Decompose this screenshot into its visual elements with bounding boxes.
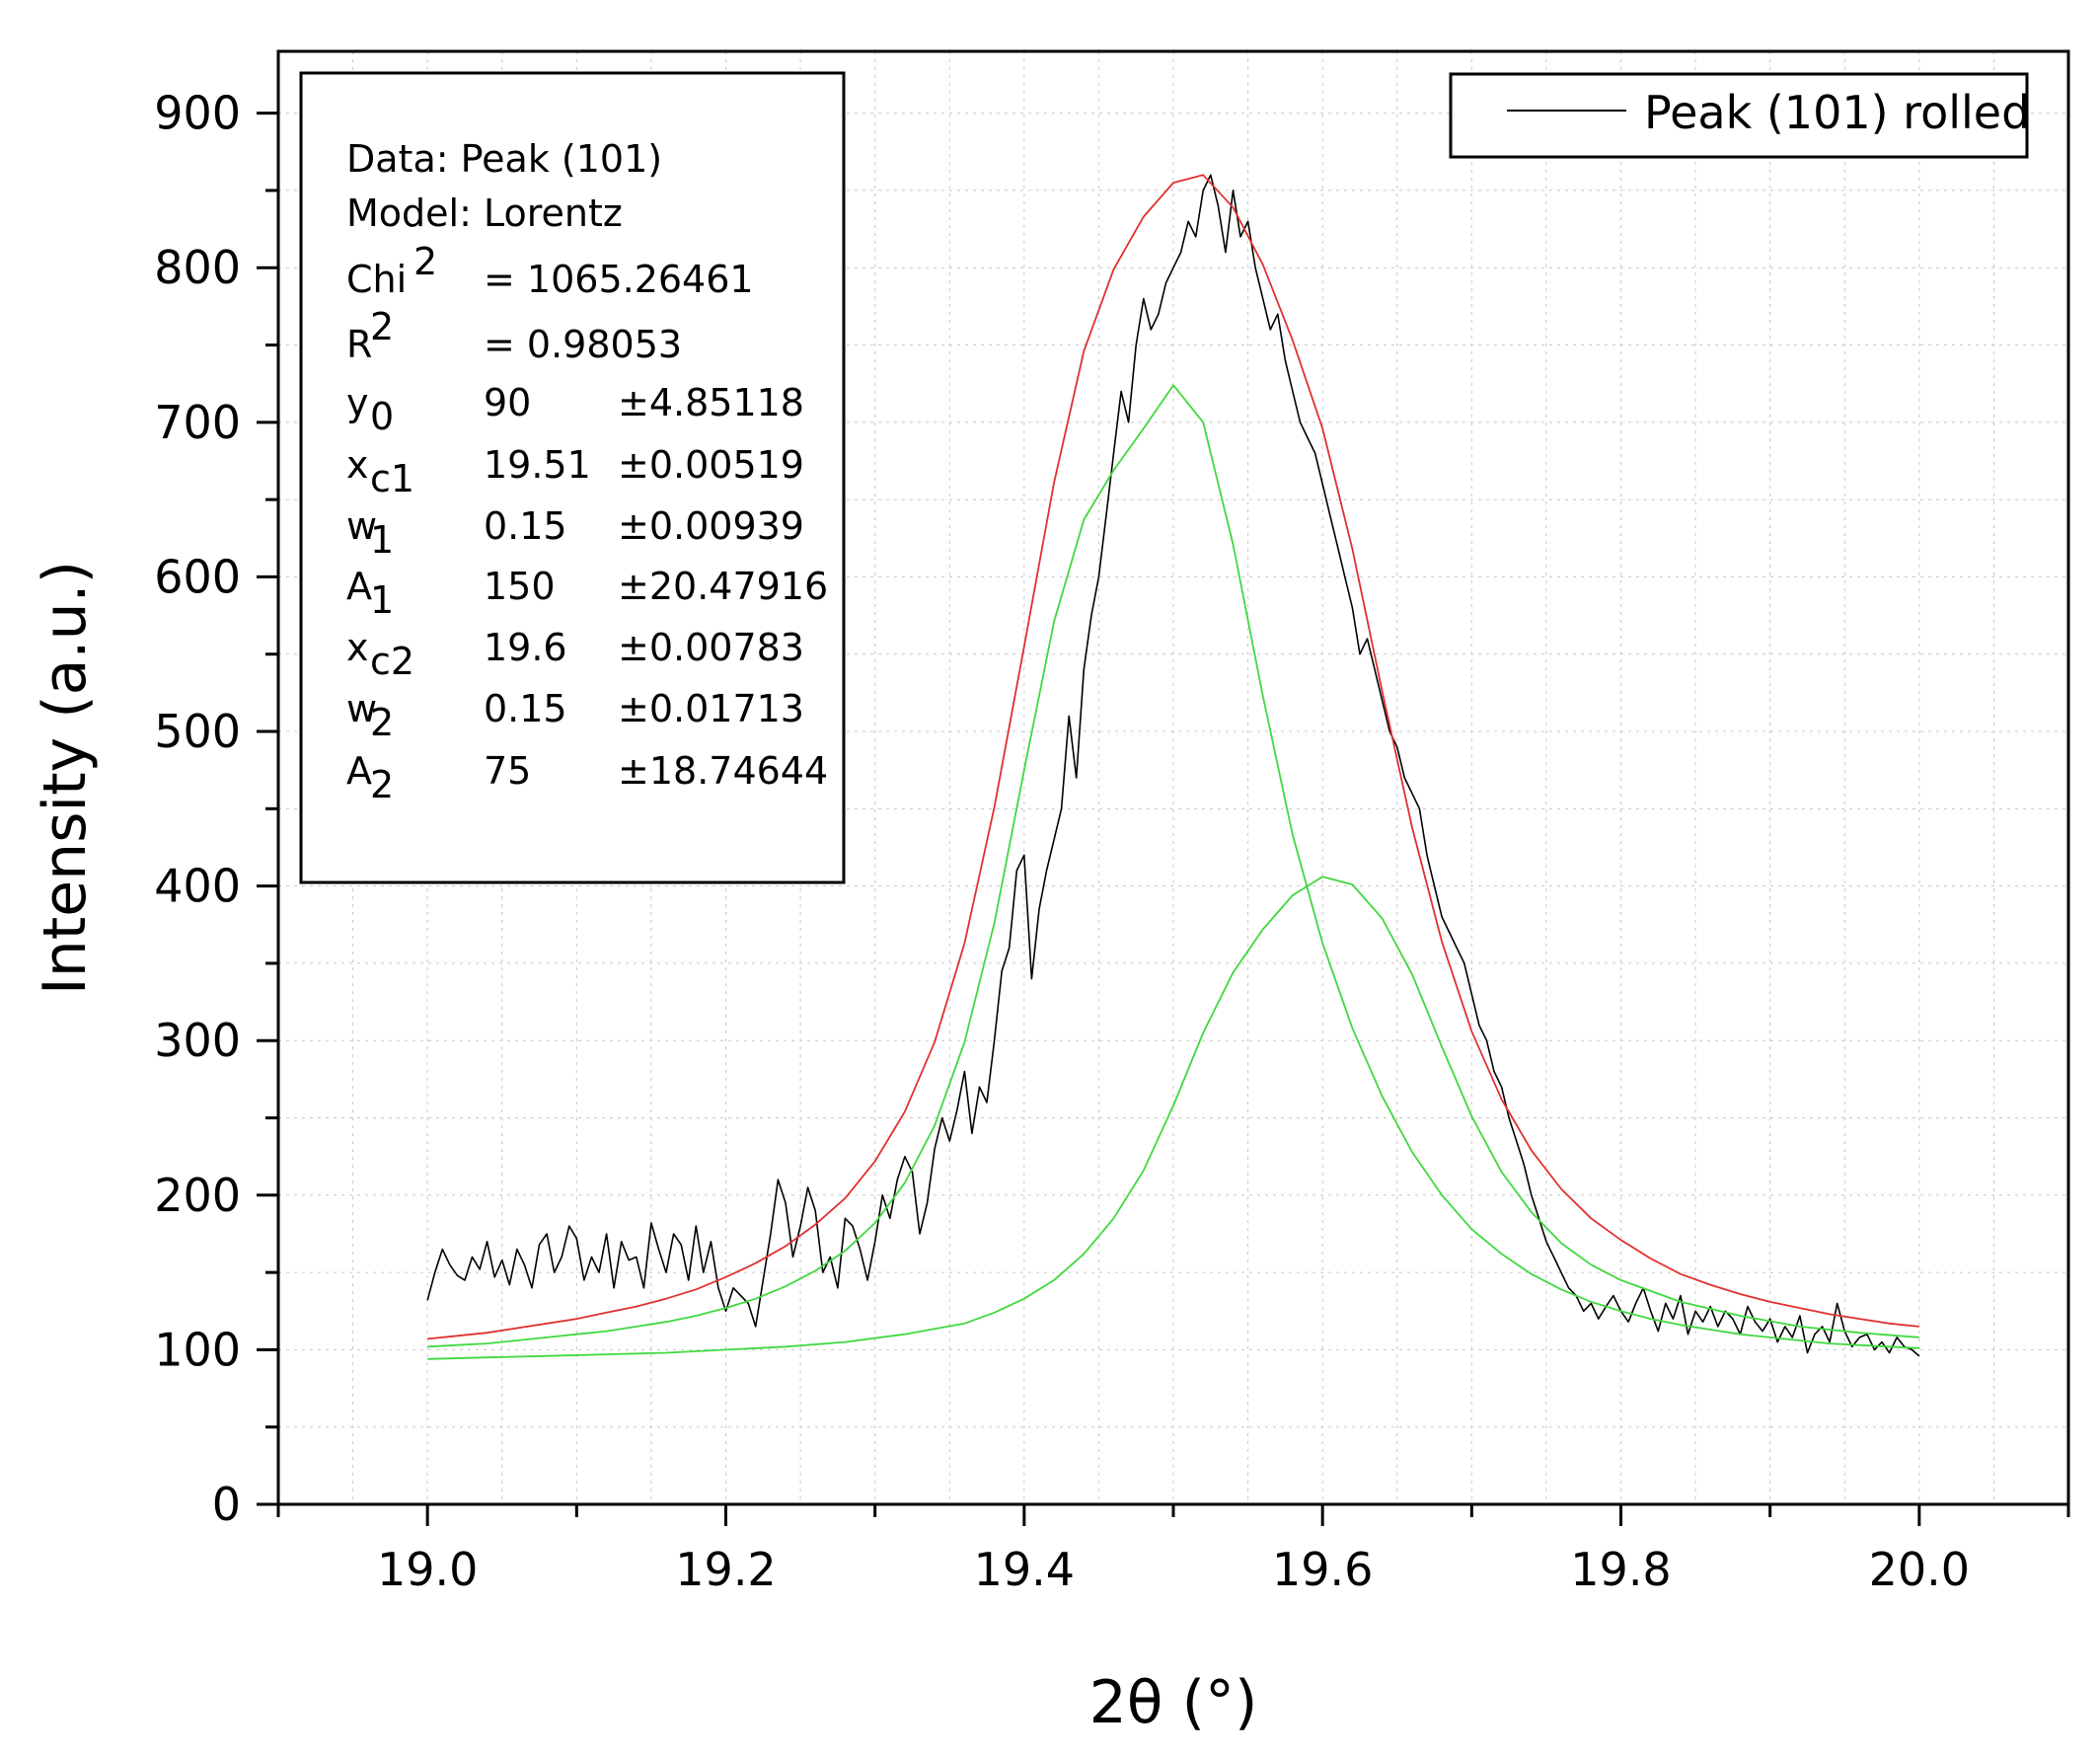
fit-param-error: ±0.00519 bbox=[618, 443, 804, 487]
fit-info-box: Data: Peak (101) Model: Lorentz Chi 2 = 10… bbox=[299, 71, 846, 884]
fit-model-line: Model: Lorentz bbox=[346, 191, 623, 235]
fit-param-superscript: 2 bbox=[370, 305, 394, 348]
fit-param-subscript: c2 bbox=[370, 640, 414, 683]
x-tick-labels: 19.0 19.2 19.4 19.6 19.8 20.0 bbox=[377, 1543, 1970, 1596]
fit-param-name: w bbox=[346, 504, 377, 548]
fit-param-value: = 1065.26461 bbox=[484, 258, 754, 301]
fit-param-value: 0.15 bbox=[484, 687, 567, 730]
fit-param-row: y 0 90 ±4.85118 bbox=[346, 381, 804, 438]
fit-param-error: ±0.00939 bbox=[618, 504, 804, 548]
y-tick-label: 0 bbox=[212, 1478, 241, 1531]
y-tick-labels: 0 100 200 300 400 500 600 700 800 900 bbox=[154, 87, 241, 1531]
fit-param-value: 19.51 bbox=[484, 443, 591, 487]
fit-param-error: ±0.00783 bbox=[618, 626, 804, 669]
legend-label: Peak (101) rolled bbox=[1644, 86, 2030, 139]
fit-param-subscript: c1 bbox=[370, 457, 414, 500]
fit-param-row: x c1 19.51 ±0.00519 bbox=[346, 443, 804, 500]
x-tick-label: 19.2 bbox=[675, 1543, 776, 1596]
y-tick-label: 200 bbox=[154, 1169, 241, 1222]
fit-param-name: w bbox=[346, 687, 377, 730]
fit-param-name: x bbox=[346, 443, 369, 487]
legend-box bbox=[1449, 72, 2029, 159]
fit-param-value: 90 bbox=[484, 381, 531, 424]
fit-param-name: Chi bbox=[346, 258, 407, 301]
y-tick-label: 300 bbox=[154, 1014, 241, 1067]
fit-info-frame bbox=[299, 71, 846, 884]
fit-param-row: R2 = 0.98053 bbox=[346, 305, 682, 366]
fit-param-error: ±18.74644 bbox=[618, 749, 828, 793]
series-line-cumulative-fit bbox=[427, 174, 1919, 1340]
fit-param-name: x bbox=[346, 626, 369, 669]
fit-param-name: y bbox=[346, 381, 369, 424]
x-tick-label: 19.4 bbox=[974, 1543, 1075, 1596]
x-tick-label: 19.0 bbox=[377, 1543, 478, 1596]
y-tick-label: 600 bbox=[154, 550, 241, 603]
fit-data-line: Data: Peak (101) bbox=[346, 137, 662, 181]
y-axis-title: Intensity (a.u.) bbox=[31, 561, 100, 995]
x-tick-label: 19.8 bbox=[1570, 1543, 1671, 1596]
fit-param-row: A2 75 ±18.74644 bbox=[346, 749, 828, 806]
series-layer bbox=[426, 174, 1920, 1360]
fit-param-error: ±0.01713 bbox=[618, 687, 804, 730]
fit-param-error: ±4.85118 bbox=[618, 381, 804, 424]
fit-param-subscript: 1 bbox=[370, 578, 394, 622]
fit-param-value: 0.15 bbox=[484, 504, 567, 548]
y-tick-label: 500 bbox=[154, 705, 241, 758]
fit-param-row: w2 0.15 ±0.01713 bbox=[346, 687, 804, 744]
y-tick-label: 100 bbox=[154, 1323, 241, 1376]
fit-param-error: ±20.47916 bbox=[618, 565, 828, 608]
series-line-peak-101-rolled bbox=[426, 174, 1920, 1357]
fit-param-value: 150 bbox=[484, 565, 556, 608]
fit-param-subscript: 0 bbox=[370, 395, 394, 438]
fit-param-row: w1 0.15 ±0.00939 bbox=[346, 504, 804, 562]
series-line-peak-1 bbox=[427, 384, 1919, 1349]
fit-param-row: x c2 19.6 ±0.00783 bbox=[346, 626, 804, 683]
fit-param-name: A bbox=[346, 565, 372, 608]
fit-param-subscript: 1 bbox=[370, 518, 394, 562]
legend: Peak (101) rolled bbox=[1449, 72, 2030, 159]
y-tick-label: 700 bbox=[154, 396, 241, 449]
series-line-peak-2 bbox=[427, 876, 1919, 1360]
y-tick-label: 800 bbox=[154, 241, 241, 294]
fit-param-subscript: 2 bbox=[370, 763, 394, 806]
axis-ticks bbox=[257, 112, 2070, 1526]
fit-param-superscript: 2 bbox=[413, 240, 437, 283]
x-tick-label: 20.0 bbox=[1869, 1543, 1970, 1596]
x-tick-label: 19.6 bbox=[1272, 1543, 1373, 1596]
fit-param-value: = 0.98053 bbox=[484, 323, 682, 366]
y-tick-label: 900 bbox=[154, 87, 241, 140]
fit-param-value: 19.6 bbox=[484, 626, 567, 669]
fit-param-name: A bbox=[346, 749, 372, 793]
fit-param-row: A1 150 ±20.47916 bbox=[346, 565, 828, 622]
fit-param-subscript: 2 bbox=[370, 701, 394, 744]
fit-param-name: R bbox=[346, 323, 372, 366]
x-axis-title: 2θ (°) bbox=[1089, 1668, 1258, 1737]
y-tick-label: 400 bbox=[154, 860, 241, 913]
fit-param-value: 75 bbox=[484, 749, 531, 793]
fit-param-row: Chi 2 = 1065.26461 bbox=[346, 240, 754, 301]
